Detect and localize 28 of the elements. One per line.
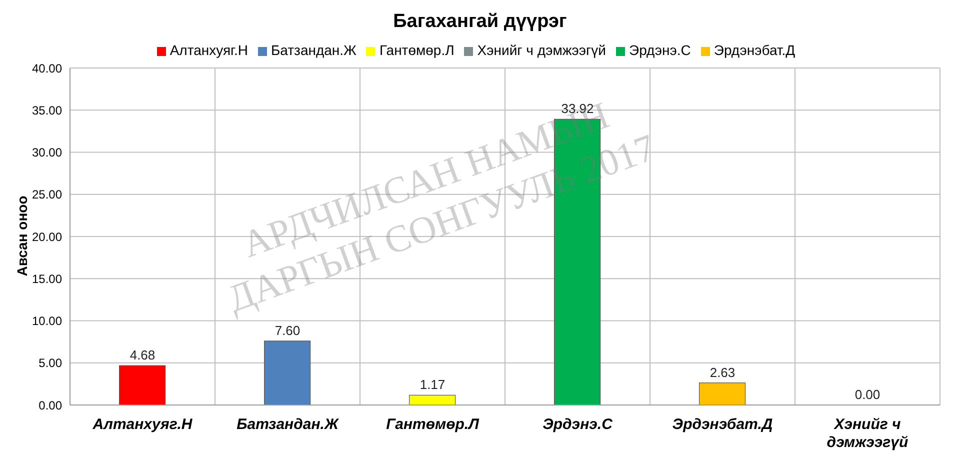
x-tick-label: Эрдэнэбат.Д: [672, 416, 773, 433]
y-tick-label: 5.00: [38, 356, 62, 370]
y-tick-label: 35.00: [32, 103, 62, 118]
legend-label: Эрдэнэбат.Д: [714, 42, 796, 58]
y-tick-label: 30.00: [32, 146, 62, 160]
legend-label: Хэнийг ч дэмжээгүй: [477, 42, 606, 58]
legend-label: Батзандан.Ж: [270, 42, 356, 58]
y-tick-label: 40.00: [32, 61, 62, 76]
x-tick-label: Батзандан.Ж: [236, 416, 340, 433]
legend-label: Гантөмөр.Л: [379, 42, 454, 58]
legend-label: Алтанхуяг.Н: [170, 42, 248, 58]
x-tick-label: Алтанхуяг.Н: [92, 416, 194, 433]
chart-title: Багахангай дүүрэг: [392, 10, 568, 34]
legend-label: Эрдэнэ.С: [629, 42, 691, 58]
y-axis-title: Авсан оноо: [14, 196, 30, 276]
y-tick-label: 25.00: [32, 188, 62, 202]
data-label: 1.17: [420, 377, 446, 392]
data-label: 7.60: [274, 322, 300, 338]
data-label: 2.63: [710, 364, 736, 380]
y-tick-label: 15.00: [32, 272, 62, 286]
x-tick-label: Эрдэнэ.С: [542, 416, 614, 433]
data-label: 0.00: [854, 387, 880, 402]
data-label: 4.68: [130, 348, 156, 363]
x-tick-label: Гантөмөр.Л: [386, 416, 480, 433]
x-tick-label: Хэнийг ч дэмжээгүй: [826, 416, 908, 451]
y-tick-label: 0.00: [38, 398, 62, 412]
y-tick-label: 10.00: [32, 314, 62, 328]
y-tick-label: 20.00: [32, 230, 62, 244]
